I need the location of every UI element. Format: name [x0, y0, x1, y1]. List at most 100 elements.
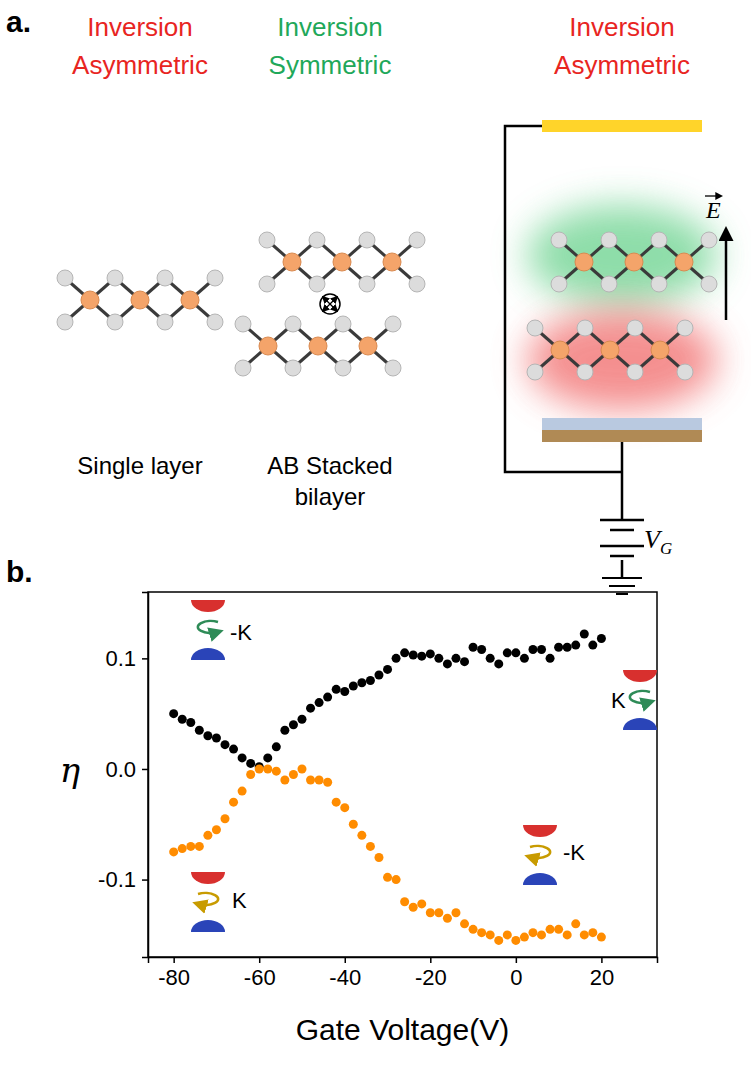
valley-label: K	[611, 688, 626, 713]
point	[186, 718, 195, 727]
metal-atom	[675, 253, 693, 271]
point	[332, 798, 341, 807]
point	[494, 936, 503, 945]
point	[212, 734, 221, 743]
metal-atom	[81, 291, 99, 309]
point	[340, 687, 349, 696]
point	[443, 914, 452, 923]
sulfur-atom	[285, 316, 301, 332]
point	[315, 776, 324, 785]
point	[486, 930, 495, 939]
band-inset	[523, 825, 557, 885]
point	[366, 842, 375, 851]
sulfur-atom	[701, 232, 717, 248]
transition-arrow	[530, 846, 550, 858]
point	[528, 928, 537, 937]
gate-voltage-label: VG	[644, 525, 672, 558]
point	[546, 925, 555, 934]
point	[246, 759, 255, 768]
point	[203, 831, 212, 840]
valley-label: K	[232, 888, 247, 913]
mos2-layer	[235, 316, 401, 376]
sulfur-atom	[57, 270, 73, 286]
point	[469, 925, 478, 934]
point	[306, 704, 315, 713]
point	[178, 715, 187, 724]
point	[238, 787, 247, 796]
text-line: Asymmetric	[554, 50, 690, 80]
point	[546, 654, 555, 663]
dielectric	[542, 418, 702, 430]
sulfur-atom	[409, 276, 425, 292]
inversion-cross	[324, 298, 336, 310]
sulfur-atom	[157, 314, 173, 330]
point	[238, 753, 247, 762]
substrate	[542, 430, 702, 442]
mos2-layer	[57, 270, 223, 330]
battery-plate	[600, 519, 644, 522]
point	[537, 645, 546, 654]
panel-a: a.InversionAsymmetricSingle layerInversi…	[6, 5, 726, 594]
sulfur-atom	[527, 364, 543, 380]
structure-label: Single layer	[77, 452, 202, 479]
x-tick-label: -60	[244, 965, 276, 990]
point	[169, 709, 178, 718]
point	[255, 764, 264, 773]
panel-letter: a.	[6, 5, 31, 38]
conduction-band	[523, 825, 557, 837]
series	[169, 630, 606, 772]
point	[357, 678, 366, 687]
sulfur-atom	[335, 316, 351, 332]
point	[392, 654, 401, 663]
y-tick-mark	[142, 769, 148, 771]
sulfur-atom	[601, 276, 617, 292]
x-tick: 0	[510, 957, 522, 990]
point	[409, 651, 418, 660]
point	[374, 853, 383, 862]
x-tick-mark	[601, 957, 603, 963]
point	[460, 919, 469, 928]
y-tick-label: -0.1	[98, 867, 136, 892]
sulfur-atom	[651, 276, 667, 292]
vector-arrow	[705, 195, 720, 196]
x-tick: -60	[244, 957, 276, 990]
x-tick-mark	[516, 957, 518, 963]
panel-letter: b.	[6, 555, 33, 588]
transition-arrow	[198, 621, 218, 633]
column-heading: InversionAsymmetric	[72, 12, 208, 80]
metal-atom	[131, 291, 149, 309]
sulfur-atom	[309, 232, 325, 248]
metal-atom	[283, 253, 301, 271]
sulfur-atom	[207, 314, 223, 330]
point	[426, 649, 435, 658]
field-label: E	[705, 197, 721, 223]
mos2-layer	[551, 232, 717, 292]
sulfur-atom	[651, 232, 667, 248]
valence-band	[191, 920, 225, 932]
figure: a.InversionAsymmetricSingle layerInversi…	[0, 0, 751, 1080]
x-axis-line	[149, 958, 658, 964]
point	[374, 670, 383, 679]
glow-bottom	[527, 310, 717, 410]
metal-atom	[551, 341, 569, 359]
point	[503, 648, 512, 657]
sulfur-atom	[577, 364, 593, 380]
point	[434, 908, 443, 917]
x-tick: -80	[158, 957, 190, 990]
sulfur-atom	[259, 276, 275, 292]
point	[580, 930, 589, 939]
battery-plate	[600, 545, 644, 548]
x-tick-mark	[173, 957, 175, 963]
sulfur-atom	[335, 360, 351, 376]
point	[409, 903, 418, 912]
point	[511, 936, 520, 945]
x-axis: -80-60-40-20020	[149, 957, 658, 990]
point	[280, 776, 289, 785]
point	[220, 814, 229, 823]
point	[580, 630, 589, 639]
point	[392, 875, 401, 884]
x-tick-label: -80	[158, 965, 190, 990]
point	[486, 654, 495, 663]
point	[571, 641, 580, 650]
band-inset	[191, 600, 225, 660]
